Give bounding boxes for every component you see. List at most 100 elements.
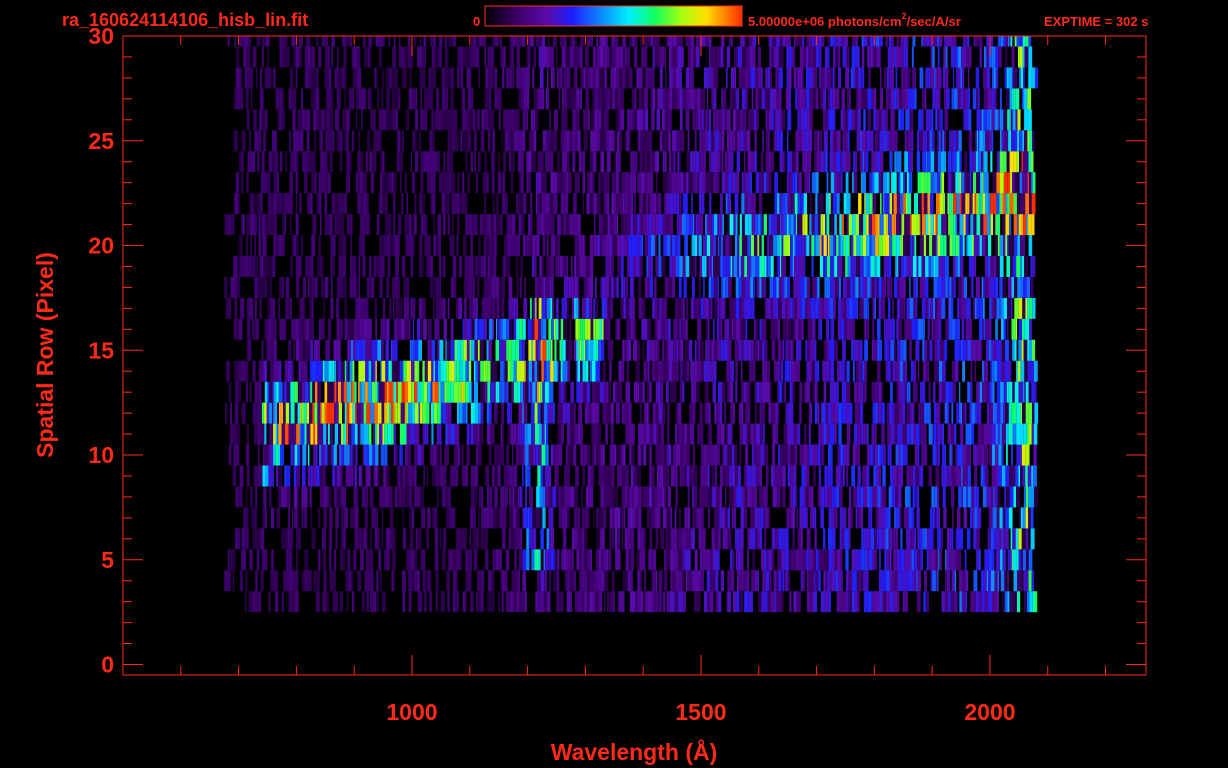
heatmap-cell <box>293 130 297 152</box>
heatmap-cell <box>255 570 258 592</box>
heatmap-cell <box>943 193 946 215</box>
heatmap-cell <box>946 214 949 236</box>
heatmap-cell <box>807 276 811 298</box>
heatmap-cell <box>602 214 605 236</box>
heatmap-cell <box>745 570 750 592</box>
heatmap-cell <box>694 549 698 571</box>
heatmap-cell <box>643 444 647 466</box>
heatmap-cell <box>254 297 257 319</box>
heatmap-cell <box>717 297 720 319</box>
heatmap-cell <box>499 381 502 403</box>
heatmap-cell <box>254 235 256 256</box>
heatmap-cell <box>471 339 475 361</box>
heatmap-cell <box>545 151 548 173</box>
heatmap-cell <box>268 151 272 173</box>
heatmap-cell <box>272 151 275 173</box>
heatmap-cell <box>812 381 815 403</box>
heatmap-cell <box>901 214 905 236</box>
heatmap-cell <box>542 402 544 424</box>
heatmap-cell <box>246 214 251 236</box>
heatmap-cell <box>466 339 470 361</box>
heatmap-cell <box>378 193 381 215</box>
heatmap-cell <box>1006 486 1010 508</box>
heatmap-cell <box>861 423 864 445</box>
heatmap-cell <box>317 360 322 382</box>
heatmap-cell <box>942 381 946 403</box>
heatmap-cell <box>269 276 272 298</box>
heatmap-cell <box>964 297 966 319</box>
heatmap-cell <box>663 360 667 382</box>
heatmap-cell <box>547 193 550 215</box>
heatmap-cell <box>815 549 819 571</box>
heatmap-cell <box>590 402 593 424</box>
heatmap-cell <box>795 214 798 236</box>
colorbar-unit-main: 5.00000e+06 photons/cm <box>748 14 902 29</box>
heatmap-cell <box>267 256 271 277</box>
heatmap-cell <box>295 193 297 215</box>
heatmap-cell <box>574 402 576 424</box>
heatmap-cell <box>610 402 615 424</box>
heatmap-cell <box>241 549 244 571</box>
heatmap-cell <box>799 381 803 403</box>
heatmap-cell <box>549 570 551 592</box>
heatmap-cell <box>668 276 672 298</box>
heatmap-cell <box>941 276 946 298</box>
heatmap-cell <box>729 381 734 403</box>
heatmap-cell <box>883 172 887 194</box>
heatmap-cell <box>583 276 586 298</box>
heatmap-cell <box>997 402 1001 424</box>
heatmap-cell <box>725 193 728 215</box>
heatmap-cell <box>1026 423 1029 445</box>
heatmap-cell <box>782 570 785 592</box>
heatmap-cell <box>579 570 582 592</box>
heatmap-cell <box>661 318 665 340</box>
heatmap-cell <box>426 214 428 236</box>
heatmap-cell <box>402 570 406 592</box>
heatmap-cell <box>1027 465 1032 487</box>
heatmap-cell <box>817 193 821 215</box>
heatmap-cell <box>656 423 659 445</box>
heatmap-cell <box>659 130 663 152</box>
heatmap-cell <box>863 381 867 403</box>
heatmap-cell <box>525 465 528 487</box>
heatmap-cell <box>933 256 936 277</box>
heatmap-cell <box>583 381 587 403</box>
heatmap-cell <box>699 193 702 215</box>
heatmap-cell <box>739 486 742 508</box>
heatmap-cell <box>700 297 704 319</box>
heatmap-cell <box>1000 570 1004 592</box>
heatmap-cell <box>689 423 692 445</box>
heatmap-cell <box>771 528 774 550</box>
heatmap-cell <box>853 235 857 256</box>
heatmap-cell <box>523 423 525 445</box>
heatmap-cell <box>826 172 829 194</box>
heatmap-cell <box>480 528 483 550</box>
heatmap-cell <box>955 235 958 256</box>
heatmap-cell <box>256 402 261 424</box>
heatmap-cell <box>529 507 533 529</box>
heatmap-cell <box>545 549 549 571</box>
heatmap-cell <box>294 381 298 403</box>
heatmap-cell <box>716 486 720 508</box>
heatmap-cell <box>488 130 491 152</box>
heatmap-cell <box>410 423 412 445</box>
heatmap-cell <box>678 402 682 424</box>
heatmap-cell <box>501 591 504 613</box>
heatmap-cell <box>434 193 436 215</box>
heatmap-cell <box>379 486 383 508</box>
heatmap-cell <box>642 151 645 173</box>
heatmap-cell <box>521 591 525 613</box>
heatmap-cell <box>777 214 780 236</box>
heatmap-cell <box>426 528 429 550</box>
heatmap-cell <box>824 297 826 319</box>
heatmap-cell <box>733 507 736 529</box>
heatmap-cell <box>660 402 663 424</box>
heatmap-cell <box>385 339 389 361</box>
heatmap-cell <box>554 549 558 571</box>
heatmap-cell <box>515 570 519 592</box>
heatmap-cell <box>836 193 840 215</box>
heatmap-cell <box>1022 318 1025 340</box>
heatmap-cell <box>408 570 412 592</box>
heatmap-cell <box>526 151 528 173</box>
heatmap-cell <box>810 591 813 613</box>
